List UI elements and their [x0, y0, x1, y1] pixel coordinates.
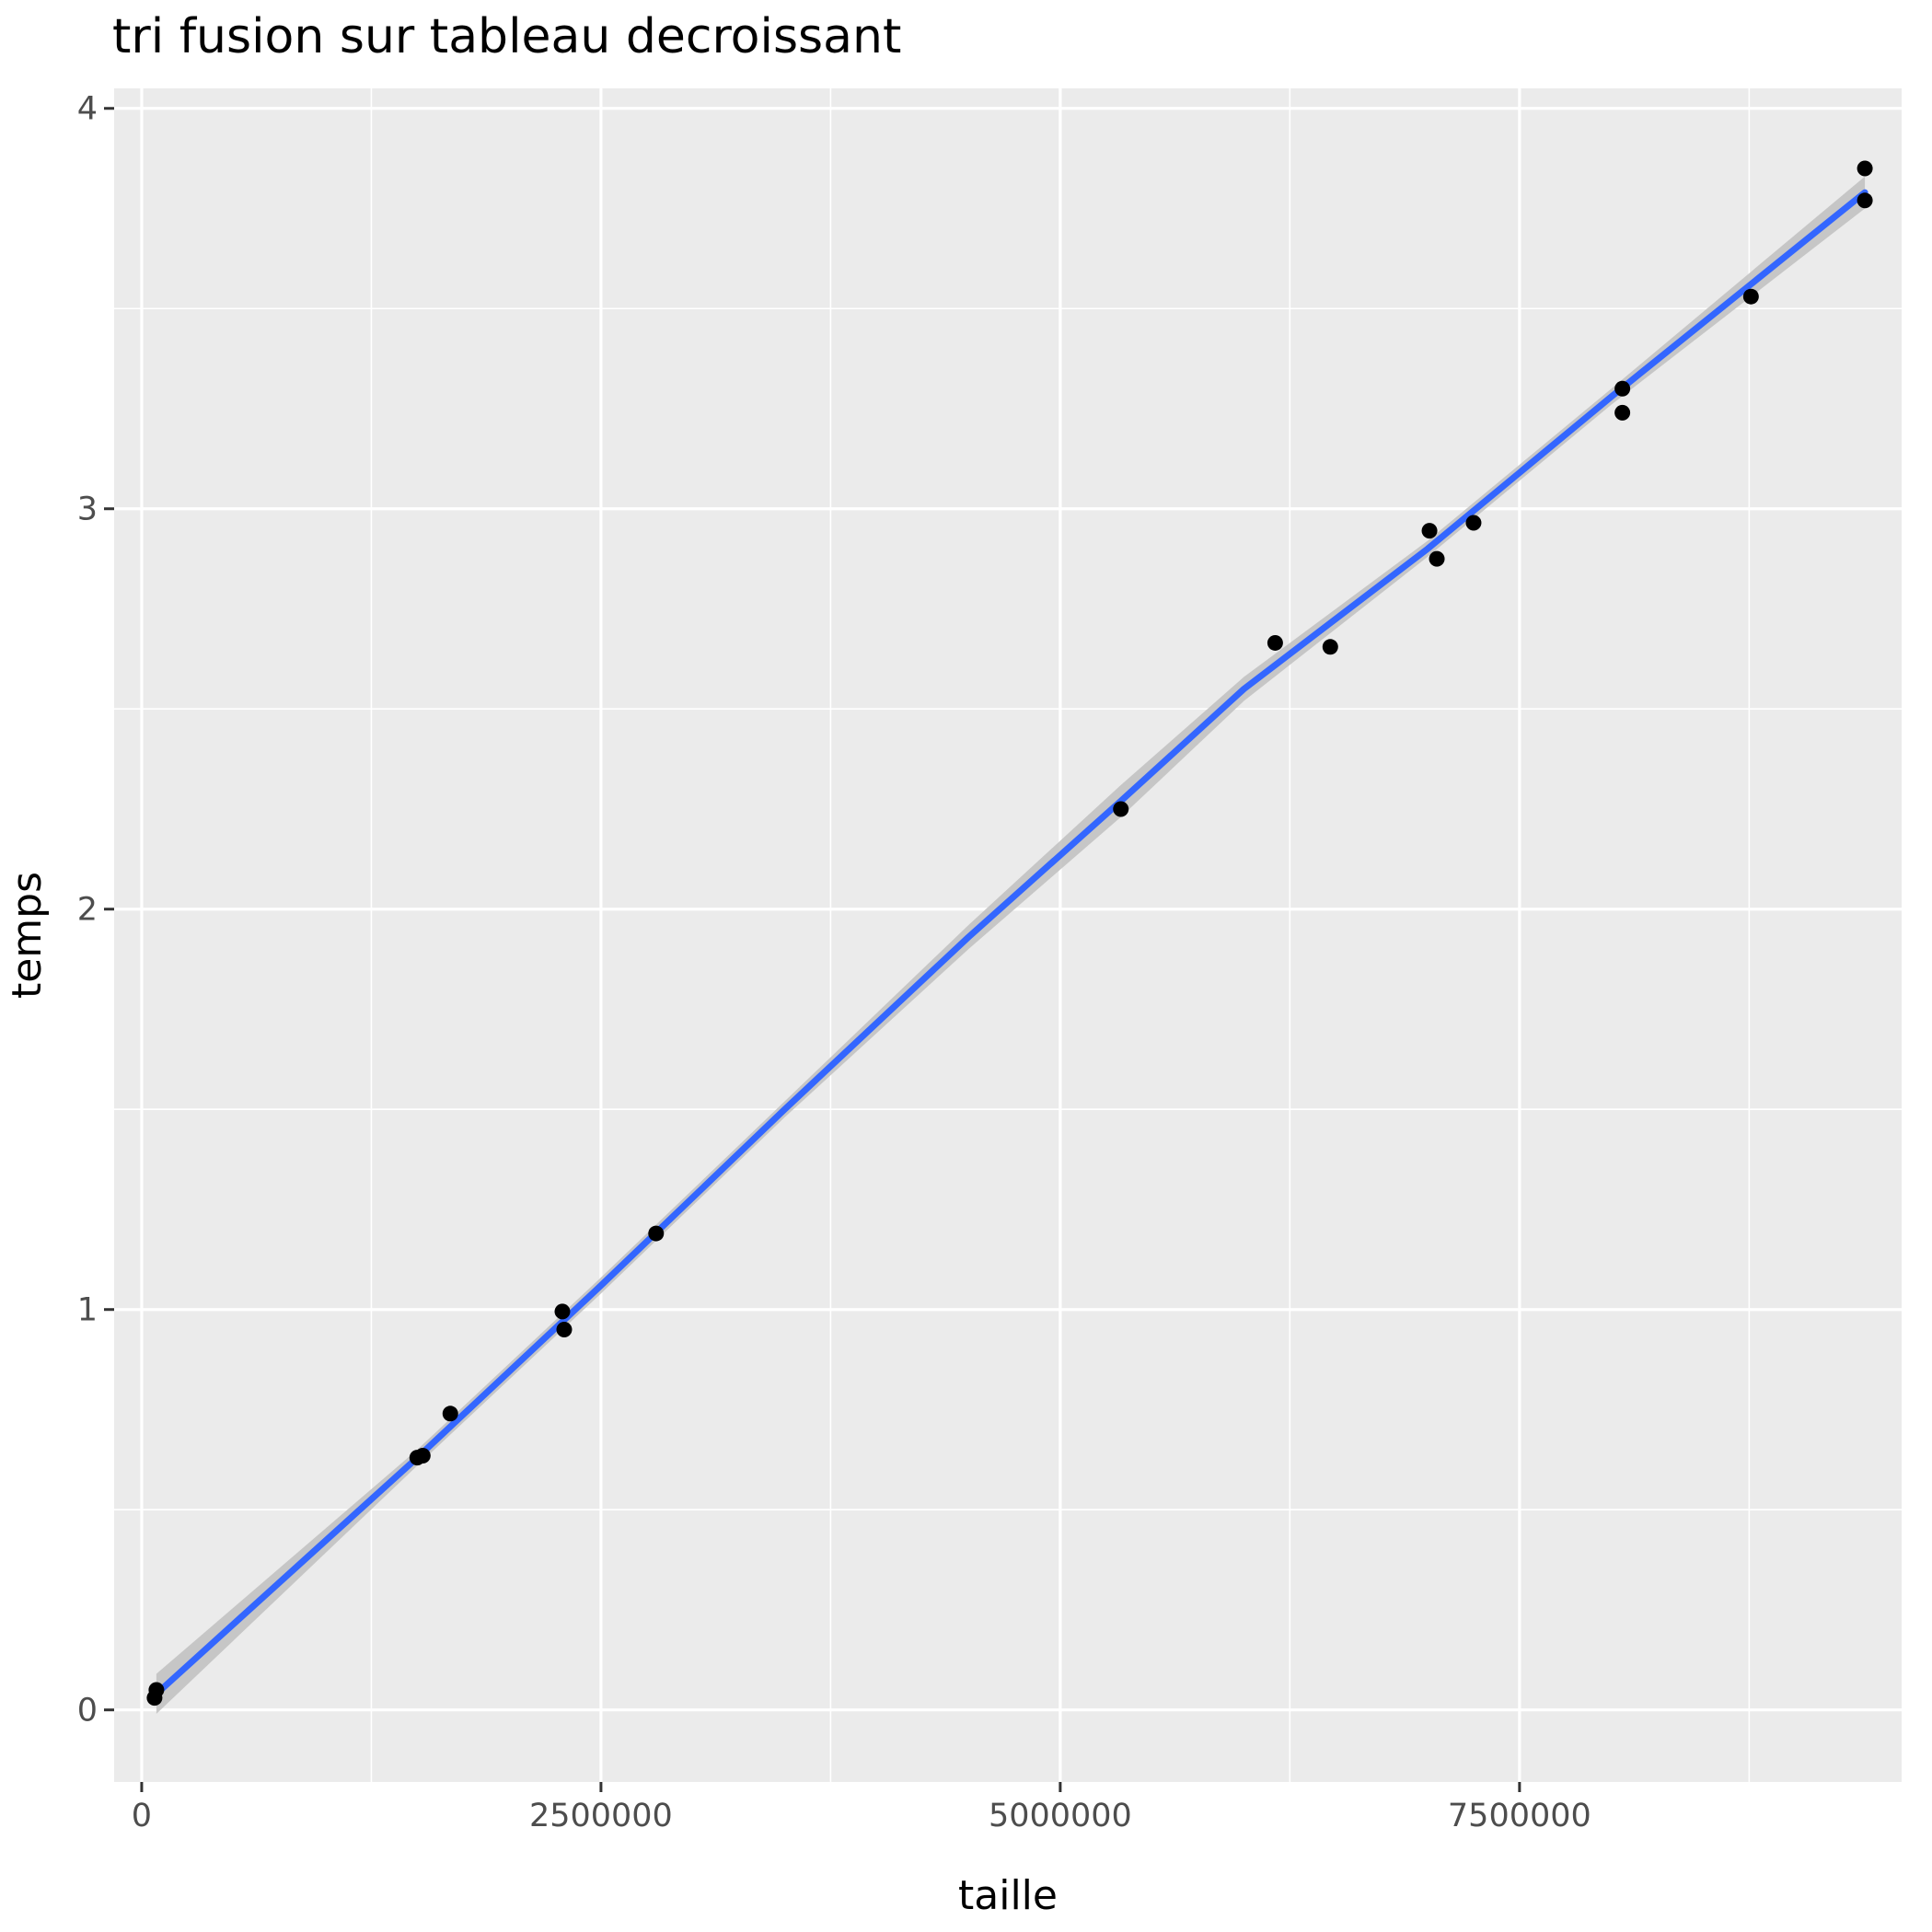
data-point	[1857, 160, 1873, 177]
data-point	[148, 1682, 165, 1698]
data-point	[554, 1303, 571, 1320]
x-tick-label: 5000000	[989, 1798, 1132, 1834]
data-point	[414, 1447, 431, 1463]
y-tick-label: 1	[77, 1292, 98, 1329]
data-point	[556, 1321, 573, 1337]
data-point	[1113, 801, 1129, 817]
data-point	[1465, 515, 1482, 531]
data-point	[1429, 550, 1445, 567]
x-axis-title: taille	[958, 1872, 1058, 1919]
data-point	[1421, 523, 1438, 539]
y-tick-label: 2	[77, 892, 98, 929]
smooth-line	[153, 189, 1868, 1697]
chart-title: tri fusion sur tableau decroissant	[112, 9, 902, 64]
data-point	[1614, 380, 1631, 397]
x-tick-label: 2500000	[529, 1798, 673, 1834]
y-tick-label: 4	[77, 91, 98, 128]
data-point	[1614, 404, 1631, 421]
y-tick-label: 3	[77, 492, 98, 528]
y-axis-title: temps	[4, 872, 51, 999]
data-point	[1857, 192, 1873, 209]
axes: 0 2500000 5000000 7500000 0 1 2 3 4	[77, 91, 1591, 1834]
x-tick-label: 7500000	[1448, 1798, 1591, 1834]
data-point	[1267, 634, 1283, 651]
x-tick-label: 0	[132, 1798, 152, 1834]
plot-panel	[114, 88, 1902, 1782]
data-point	[648, 1225, 665, 1242]
data-point	[1322, 639, 1338, 655]
data-point	[442, 1406, 458, 1422]
fit-line	[153, 189, 1868, 1697]
data-points	[146, 160, 1873, 1706]
y-tick-label: 0	[77, 1693, 98, 1730]
data-point	[1742, 288, 1759, 305]
